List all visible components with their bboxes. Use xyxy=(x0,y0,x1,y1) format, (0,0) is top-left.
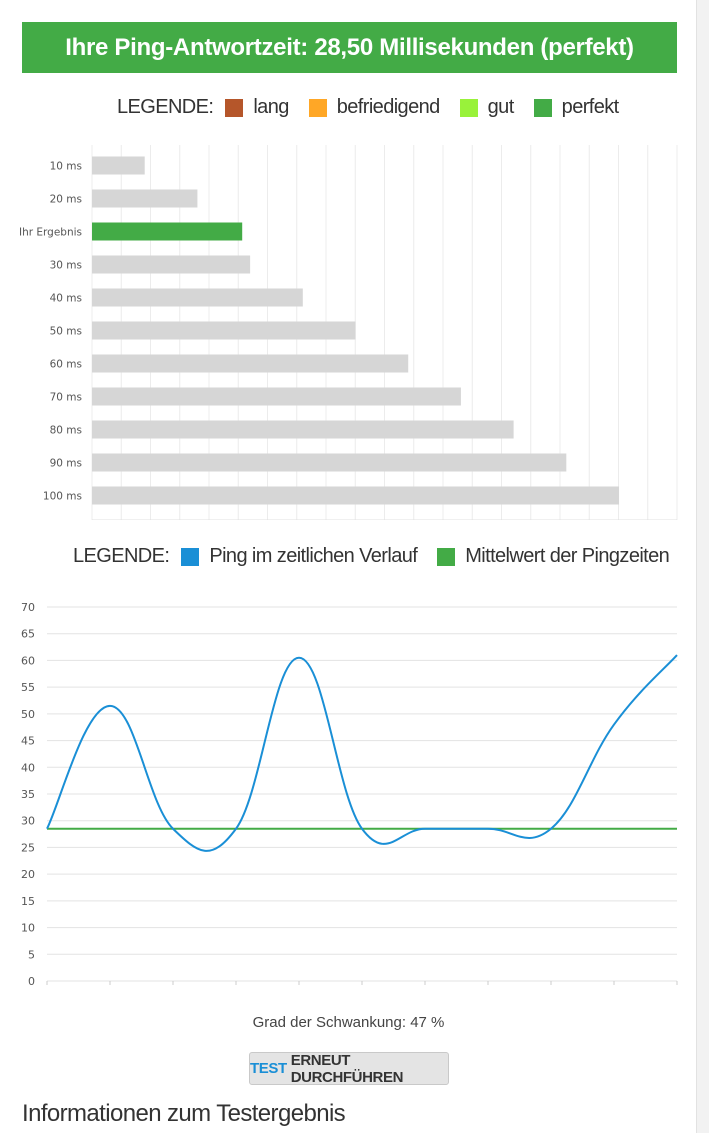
y-tick-label: 15 xyxy=(21,895,35,908)
y-tick-label: 55 xyxy=(21,681,35,694)
bar-category-label: 10 ms xyxy=(50,161,82,173)
legend-swatch-lang xyxy=(225,98,244,117)
legend-swatch-gut xyxy=(459,98,478,117)
section-title: Informationen zum Testergebnis xyxy=(22,1100,346,1127)
ping-series-line xyxy=(46,654,678,852)
y-tick-label: 65 xyxy=(21,628,35,641)
legend-item-mittelwert: Mittelwert der Pingzeiten xyxy=(437,545,670,568)
bar-category-label: Ihr Ergebnis xyxy=(19,227,82,239)
bar-category-label: 90 ms xyxy=(50,458,82,470)
result-banner: Ihre Ping-Antwortzeit: 28,50 Millisekund… xyxy=(22,22,677,73)
legend-item-befriedigend: befriedigend xyxy=(308,96,440,119)
y-tick-label: 60 xyxy=(21,654,35,667)
legend-label-mittelwert: Mittelwert der Pingzeiten xyxy=(465,545,670,567)
bar-category-label: 60 ms xyxy=(50,359,82,371)
bar-category-label: 30 ms xyxy=(50,260,82,272)
legend-label-gut: gut xyxy=(487,96,515,118)
retest-button[interactable]: TEST ERNEUT DURCHFÜHREN xyxy=(249,1051,449,1086)
ping-bar-chart: 10 ms 20 ms Ihr Ergebnis 30 ms 40 ms 50 ms 60 … xyxy=(19,145,678,520)
bar-category-label: 80 ms xyxy=(50,425,82,437)
bar xyxy=(92,255,251,274)
legend-label-perfekt: perfekt xyxy=(561,96,620,118)
legend-item-lang: lang xyxy=(225,96,289,119)
bar xyxy=(92,387,461,406)
bar-legend: LEGENDE: lang befriedigend gut perfekt xyxy=(117,96,639,119)
bar-category-label: 70 ms xyxy=(50,392,82,404)
legend-item-gut: gut xyxy=(459,96,515,119)
bar-result xyxy=(92,222,243,241)
legend-label-ping-verlauf: Ping im zeitlichen Verlauf xyxy=(209,545,418,567)
y-tick-label: 30 xyxy=(21,815,35,828)
legend-item-perfekt: perfekt xyxy=(533,96,620,119)
y-tick-label: 0 xyxy=(28,975,35,988)
y-tick-label: 20 xyxy=(21,868,35,881)
bar xyxy=(92,156,145,175)
legend-label-befriedigend: befriedigend xyxy=(336,96,440,118)
y-tick-label: 70 xyxy=(21,601,35,614)
line-legend: LEGENDE: Ping im zeitlichen Verlauf Mitt… xyxy=(73,545,689,568)
bar-legend-title: LEGENDE: xyxy=(117,96,214,118)
legend-label-lang: lang xyxy=(253,96,289,118)
bar xyxy=(92,189,198,208)
legend-swatch-ping-verlauf xyxy=(181,547,200,566)
bar xyxy=(92,288,303,307)
y-tick-label: 25 xyxy=(21,841,35,854)
bar xyxy=(92,354,409,373)
y-tick-label: 40 xyxy=(21,761,35,774)
legend-swatch-mittelwert xyxy=(437,547,456,566)
legend-swatch-befriedigend xyxy=(308,98,327,117)
retest-button-highlight: TEST xyxy=(250,1060,287,1077)
bar-category-label: 100 ms xyxy=(43,491,82,503)
y-tick-label: 5 xyxy=(28,948,35,961)
bar-category-label: 50 ms xyxy=(50,326,82,338)
bar-category-label: 40 ms xyxy=(50,293,82,305)
bar xyxy=(92,486,620,505)
legend-item-ping-verlauf: Ping im zeitlichen Verlauf xyxy=(181,545,418,568)
line-legend-title: LEGENDE: xyxy=(73,545,170,567)
bar xyxy=(92,321,356,340)
bar xyxy=(92,453,567,472)
fluctuation-caption: Grad der Schwankung: 47 % xyxy=(252,1014,445,1031)
legend-swatch-perfekt xyxy=(533,98,552,117)
y-tick-label: 45 xyxy=(21,735,35,748)
retest-button-label: ERNEUT DURCHFÜHREN xyxy=(290,1051,404,1086)
bar-category-label: 20 ms xyxy=(50,194,82,206)
y-tick-label: 10 xyxy=(21,922,35,935)
bar xyxy=(92,420,514,439)
ping-line-chart: 0 5 10 15 20 25 30 35 40 45 50 55 60 65 70 xyxy=(21,601,678,988)
y-tick-label: 35 xyxy=(21,788,35,801)
y-tick-label: 50 xyxy=(21,708,35,721)
